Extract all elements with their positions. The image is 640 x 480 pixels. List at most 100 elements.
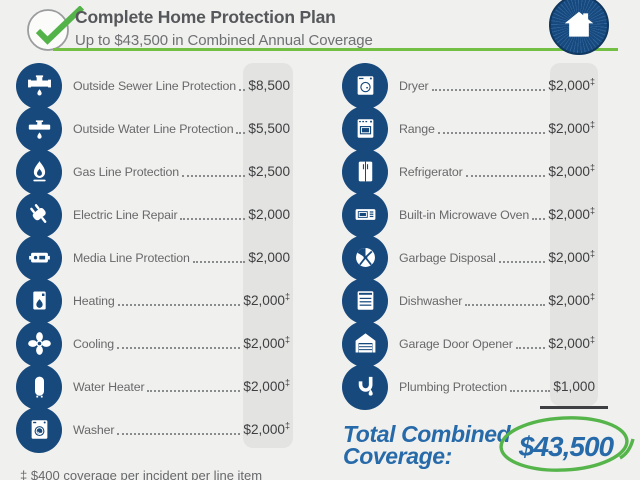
dotted-leader bbox=[192, 252, 246, 263]
footnote-mark: ‡ bbox=[284, 420, 290, 431]
dotted-leader bbox=[437, 123, 546, 134]
list-item: Water Heater $2,000‡ bbox=[16, 363, 293, 410]
dotted-leader bbox=[431, 80, 546, 91]
item-label: Built-in Microwave Oven bbox=[399, 207, 530, 222]
cooling-fan-icon bbox=[16, 320, 62, 367]
footnote-mark: ‡ bbox=[589, 119, 595, 130]
dotted-leader bbox=[117, 295, 241, 306]
item-value: $2,000‡ bbox=[548, 205, 595, 222]
heating-icon bbox=[16, 277, 62, 324]
list-item: Electric Line Repair $2,000 bbox=[16, 191, 293, 238]
list-item: Garage Door Opener $2,000‡ bbox=[342, 320, 598, 367]
dotted-leader bbox=[515, 338, 546, 349]
item-value: $1,000 bbox=[553, 379, 595, 394]
electric-plug-icon bbox=[16, 191, 62, 238]
footnote-mark: ‡ bbox=[589, 248, 595, 259]
water-heater-icon bbox=[16, 363, 62, 410]
item-value: $2,000‡ bbox=[548, 248, 595, 265]
dotted-leader bbox=[498, 252, 546, 263]
item-label: Heating bbox=[73, 293, 115, 308]
item-label: Range bbox=[399, 121, 435, 136]
left-price-column-bg bbox=[243, 63, 293, 448]
microwave-icon bbox=[342, 191, 388, 238]
list-item: Washer $2,000‡ bbox=[16, 406, 293, 453]
dotted-leader bbox=[465, 166, 546, 177]
item-label: Dryer bbox=[399, 78, 429, 93]
dotted-leader bbox=[465, 295, 546, 306]
list-item: Built-in Microwave Oven $2,000‡ bbox=[342, 191, 598, 238]
dishwasher-icon bbox=[342, 277, 388, 324]
item-label: Outside Water Line Protection bbox=[73, 121, 234, 136]
footnote-mark: ‡ bbox=[589, 205, 595, 216]
dotted-leader bbox=[181, 166, 246, 177]
list-item: Refrigerator $2,000‡ bbox=[342, 148, 598, 195]
gas-flame-icon bbox=[16, 148, 62, 195]
item-label: Garage Door Opener bbox=[399, 336, 513, 351]
washer-icon bbox=[16, 406, 62, 453]
item-value: $2,000‡ bbox=[243, 291, 290, 308]
header: Complete Home Protection Plan Up to $43,… bbox=[75, 7, 373, 49]
item-value: $5,500 bbox=[248, 121, 290, 136]
dotted-leader bbox=[147, 381, 241, 392]
refrigerator-icon bbox=[342, 148, 388, 195]
footnote-mark: ‡ bbox=[589, 162, 595, 173]
header-divider bbox=[53, 48, 618, 51]
page-title: Complete Home Protection Plan bbox=[75, 7, 336, 27]
list-item: Dryer $2,000‡ bbox=[342, 62, 598, 109]
item-value: $8,500 bbox=[248, 78, 290, 93]
item-label: Electric Line Repair bbox=[73, 207, 178, 222]
footnote: ‡ $400 coverage per incident per line it… bbox=[20, 468, 263, 480]
right-column: Dryer $2,000‡ Range $2,000‡ Refrigerator $2,0… bbox=[342, 62, 598, 410]
item-value: $2,000 bbox=[248, 250, 290, 265]
item-label: Gas Line Protection bbox=[73, 164, 179, 179]
water-pipe-icon bbox=[16, 105, 62, 152]
item-label: Outside Sewer Line Protection bbox=[73, 78, 237, 93]
right-price-column-bg bbox=[550, 63, 598, 406]
list-item: Range $2,000‡ bbox=[342, 105, 598, 152]
item-label: Garbage Disposal bbox=[399, 250, 496, 265]
total-label: Total Combined Coverage: bbox=[343, 421, 511, 469]
sum-line bbox=[540, 406, 608, 409]
footnote-mark: ‡ bbox=[589, 334, 595, 345]
item-value: $2,000‡ bbox=[548, 162, 595, 179]
list-item: Dishwasher $2,000‡ bbox=[342, 277, 598, 324]
item-label: Dishwasher bbox=[399, 293, 463, 308]
item-value: $2,000‡ bbox=[243, 377, 290, 394]
footnote-mark: ‡ bbox=[589, 291, 595, 302]
item-label: Washer bbox=[73, 422, 115, 437]
plumbing-icon bbox=[342, 363, 388, 410]
dotted-leader bbox=[510, 381, 551, 392]
sewer-pipe-icon bbox=[16, 62, 62, 109]
item-value: $2,000‡ bbox=[548, 334, 595, 351]
dryer-icon bbox=[342, 62, 388, 109]
list-item: Garbage Disposal $2,000‡ bbox=[342, 234, 598, 281]
list-item: Plumbing Protection $1,000 bbox=[342, 363, 598, 410]
footnote-mark: ‡ bbox=[284, 291, 290, 302]
item-label: Water Heater bbox=[73, 379, 145, 394]
page-subtitle: Up to $43,500 in Combined Annual Coverag… bbox=[75, 32, 373, 49]
dotted-leader bbox=[239, 80, 246, 91]
list-item: Cooling $2,000‡ bbox=[16, 320, 293, 367]
garbage-disposal-icon bbox=[342, 234, 388, 281]
footnote-mark: ‡ bbox=[284, 377, 290, 388]
footnote-mark: ‡ bbox=[284, 334, 290, 345]
check-icon bbox=[26, 5, 88, 61]
footnote-mark: ‡ bbox=[589, 76, 595, 87]
list-item: Gas Line Protection $2,500 bbox=[16, 148, 293, 195]
item-value: $2,000‡ bbox=[243, 334, 290, 351]
list-item: Media Line Protection $2,000 bbox=[16, 234, 293, 281]
left-column: Outside Sewer Line Protection $8,500 Outsi… bbox=[16, 62, 293, 453]
list-item: Heating $2,000‡ bbox=[16, 277, 293, 324]
garage-door-icon bbox=[342, 320, 388, 367]
total-value: $43,500 bbox=[518, 431, 614, 462]
list-item: Outside Sewer Line Protection $8,500 bbox=[16, 62, 293, 109]
range-icon bbox=[342, 105, 388, 152]
item-value: $2,000‡ bbox=[548, 119, 595, 136]
circle-annotation-icon bbox=[494, 413, 636, 480]
item-label: Media Line Protection bbox=[73, 250, 190, 265]
dotted-leader bbox=[236, 123, 246, 134]
dotted-leader bbox=[117, 424, 241, 435]
dotted-leader bbox=[532, 209, 546, 220]
item-label: Refrigerator bbox=[399, 164, 463, 179]
